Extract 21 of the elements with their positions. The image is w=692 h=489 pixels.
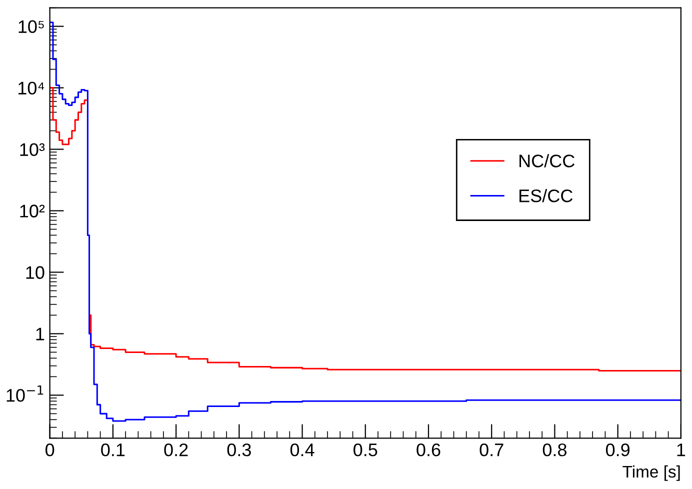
y-tick-label: 10	[26, 266, 44, 279]
x-tick-label: 0.6	[416, 443, 440, 456]
x-axis-title: Time [s]	[622, 465, 680, 481]
y-tick-label: 10⁴	[18, 82, 44, 95]
x-tick-label: 0.3	[227, 443, 251, 456]
x-tick-label: 0.5	[354, 443, 378, 456]
x-tick-label: 1	[677, 444, 686, 456]
x-tick-label: 0.9	[606, 443, 630, 456]
y-tick-label: 10⁵	[18, 20, 44, 34]
x-tick-label: 0.1	[101, 443, 125, 456]
y-tick-label: 10$^{−1}$	[6, 385, 44, 402]
y-tick-label: 1	[36, 328, 44, 340]
y-tick-label: 10²	[20, 204, 45, 218]
legend-label: NC/CC	[520, 154, 575, 168]
x-tick-label: 0	[46, 443, 54, 456]
x-tick-label: 0.2	[164, 443, 188, 456]
x-tick-label: 0.7	[480, 443, 504, 456]
x-tick-label: 0.8	[542, 443, 566, 456]
x-tick-label: 0.4	[290, 443, 314, 456]
y-tick-label: 10³	[20, 143, 45, 156]
legend-label: ES/CC	[520, 188, 573, 202]
